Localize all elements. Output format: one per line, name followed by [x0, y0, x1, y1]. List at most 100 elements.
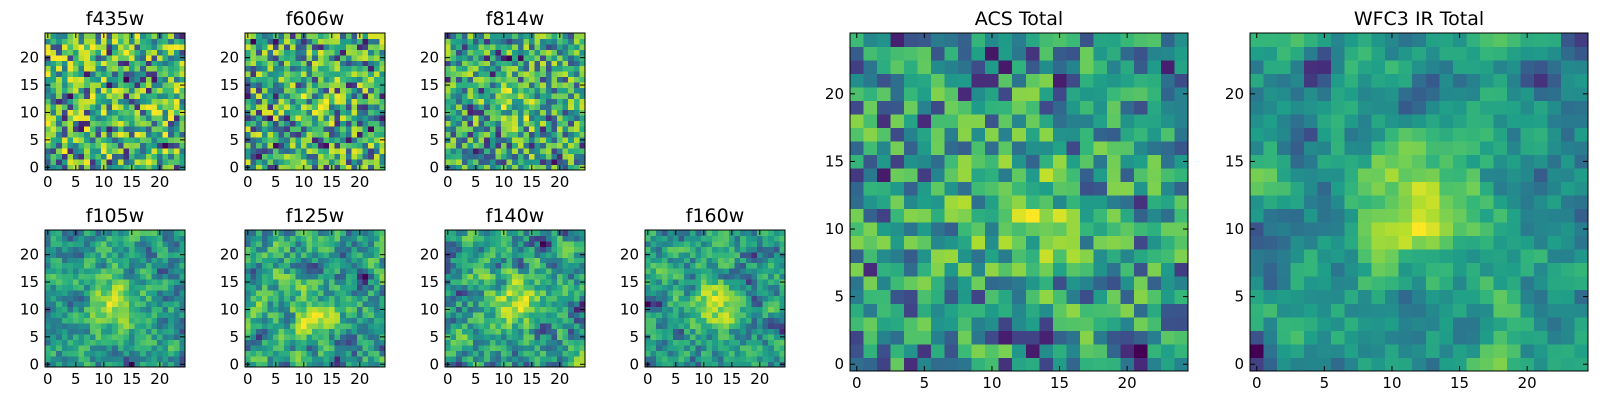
heatmap-cell — [267, 362, 273, 368]
heatmap-cell — [695, 257, 701, 263]
heatmap-cell — [456, 159, 462, 165]
heatmap-cell — [340, 82, 346, 88]
heatmap-cell — [179, 318, 185, 324]
heatmap-cell — [945, 290, 959, 304]
heatmap-cell — [551, 121, 557, 127]
heatmap-cell — [763, 285, 769, 291]
heatmap-cell — [579, 121, 585, 127]
heatmap-cell — [351, 235, 357, 241]
heatmap-cell — [323, 82, 329, 88]
heatmap-cell — [251, 329, 257, 335]
heatmap-cell — [473, 82, 479, 88]
heatmap-cell — [535, 263, 541, 269]
heatmap-cell — [557, 99, 563, 105]
heatmap-cell — [357, 307, 363, 313]
heatmap-cell — [45, 60, 51, 66]
heatmap-cell — [740, 334, 746, 340]
heatmap-cell — [301, 121, 307, 127]
x-tick-label: 5 — [471, 370, 481, 388]
heatmap-cell — [174, 268, 180, 274]
heatmap-cell — [262, 82, 268, 88]
heatmap-cell — [501, 301, 507, 307]
heatmap-cell — [774, 345, 780, 351]
heatmap-cell — [374, 356, 380, 362]
heatmap-cell — [673, 268, 679, 274]
heatmap-cell — [256, 307, 262, 313]
heatmap-cell — [679, 312, 685, 318]
heatmap-cell — [335, 110, 341, 116]
heatmap-cell — [904, 155, 918, 169]
heatmap-cell — [279, 318, 285, 324]
heatmap-cell — [174, 44, 180, 50]
heatmap-cell — [284, 60, 290, 66]
heatmap-cell — [512, 137, 518, 143]
heatmap-cell — [891, 209, 905, 223]
heatmap-cells — [445, 230, 585, 367]
heatmap-cell — [168, 154, 174, 160]
heatmap-cell — [79, 230, 85, 236]
heatmap-cell — [563, 241, 569, 247]
heatmap-cell — [267, 241, 273, 247]
heatmap-cell — [51, 340, 57, 346]
heatmap-cell — [112, 143, 118, 149]
heatmap-cell — [301, 77, 307, 83]
heatmap-cell — [518, 99, 524, 105]
heatmap-cell — [318, 246, 324, 252]
heatmap-cell — [1093, 263, 1107, 277]
heatmap-cell — [718, 323, 724, 329]
heatmap-cell — [579, 230, 585, 236]
heatmap-cell — [140, 241, 146, 247]
heatmap-cell — [1107, 182, 1121, 196]
heatmap-cell — [751, 263, 757, 269]
heatmap-cell — [462, 263, 468, 269]
heatmap-cell — [757, 312, 763, 318]
heatmap-cell — [523, 71, 529, 77]
y-tick-label: 5 — [229, 328, 239, 346]
heatmap-cell — [546, 323, 552, 329]
heatmap-cell — [273, 126, 279, 132]
heatmap-cell — [73, 252, 79, 258]
heatmap-cell — [495, 362, 501, 368]
heatmap-cell — [146, 165, 152, 171]
heatmap-cell — [735, 252, 741, 258]
heatmap-cell — [279, 148, 285, 154]
heatmap-cell — [445, 329, 451, 335]
heatmap-cell — [490, 318, 496, 324]
x-tick-label: 5 — [271, 370, 281, 388]
heatmap-cell — [462, 356, 468, 362]
heatmap-cell — [290, 38, 296, 44]
heatmap-cell — [340, 93, 346, 99]
heatmap-cell — [290, 257, 296, 263]
heatmap-cell — [568, 334, 574, 340]
heatmap-cell — [490, 362, 496, 368]
heatmap-cell — [535, 362, 541, 368]
heatmap-cell — [484, 99, 490, 105]
heatmap-cell — [507, 82, 513, 88]
heatmap-cell — [62, 246, 68, 252]
heatmap-cell — [985, 263, 999, 277]
heatmap-cell — [73, 121, 79, 127]
heatmap-cell — [507, 252, 513, 258]
heatmap-cell — [273, 340, 279, 346]
heatmap-cell — [529, 296, 535, 302]
heatmap-cell — [95, 334, 101, 340]
heatmap-cell — [535, 340, 541, 346]
heatmap-cell — [95, 99, 101, 105]
heatmap-cell — [1066, 344, 1080, 358]
heatmap-cell — [850, 182, 864, 196]
heatmap-cell — [101, 159, 107, 165]
heatmap-cell — [479, 148, 485, 154]
heatmap-cell — [690, 334, 696, 340]
heatmap-cell — [279, 99, 285, 105]
heatmap-cell — [574, 148, 580, 154]
heatmap-cell — [90, 345, 96, 351]
heatmap-cell — [45, 356, 51, 362]
heatmap-cell — [490, 49, 496, 55]
heatmap-cell — [546, 351, 552, 357]
heatmap-cell — [101, 137, 107, 143]
heatmap-cell — [529, 312, 535, 318]
heatmap-cell — [501, 263, 507, 269]
heatmap-cell — [712, 312, 718, 318]
heatmap-cell — [95, 159, 101, 165]
heatmap-cell — [295, 246, 301, 252]
